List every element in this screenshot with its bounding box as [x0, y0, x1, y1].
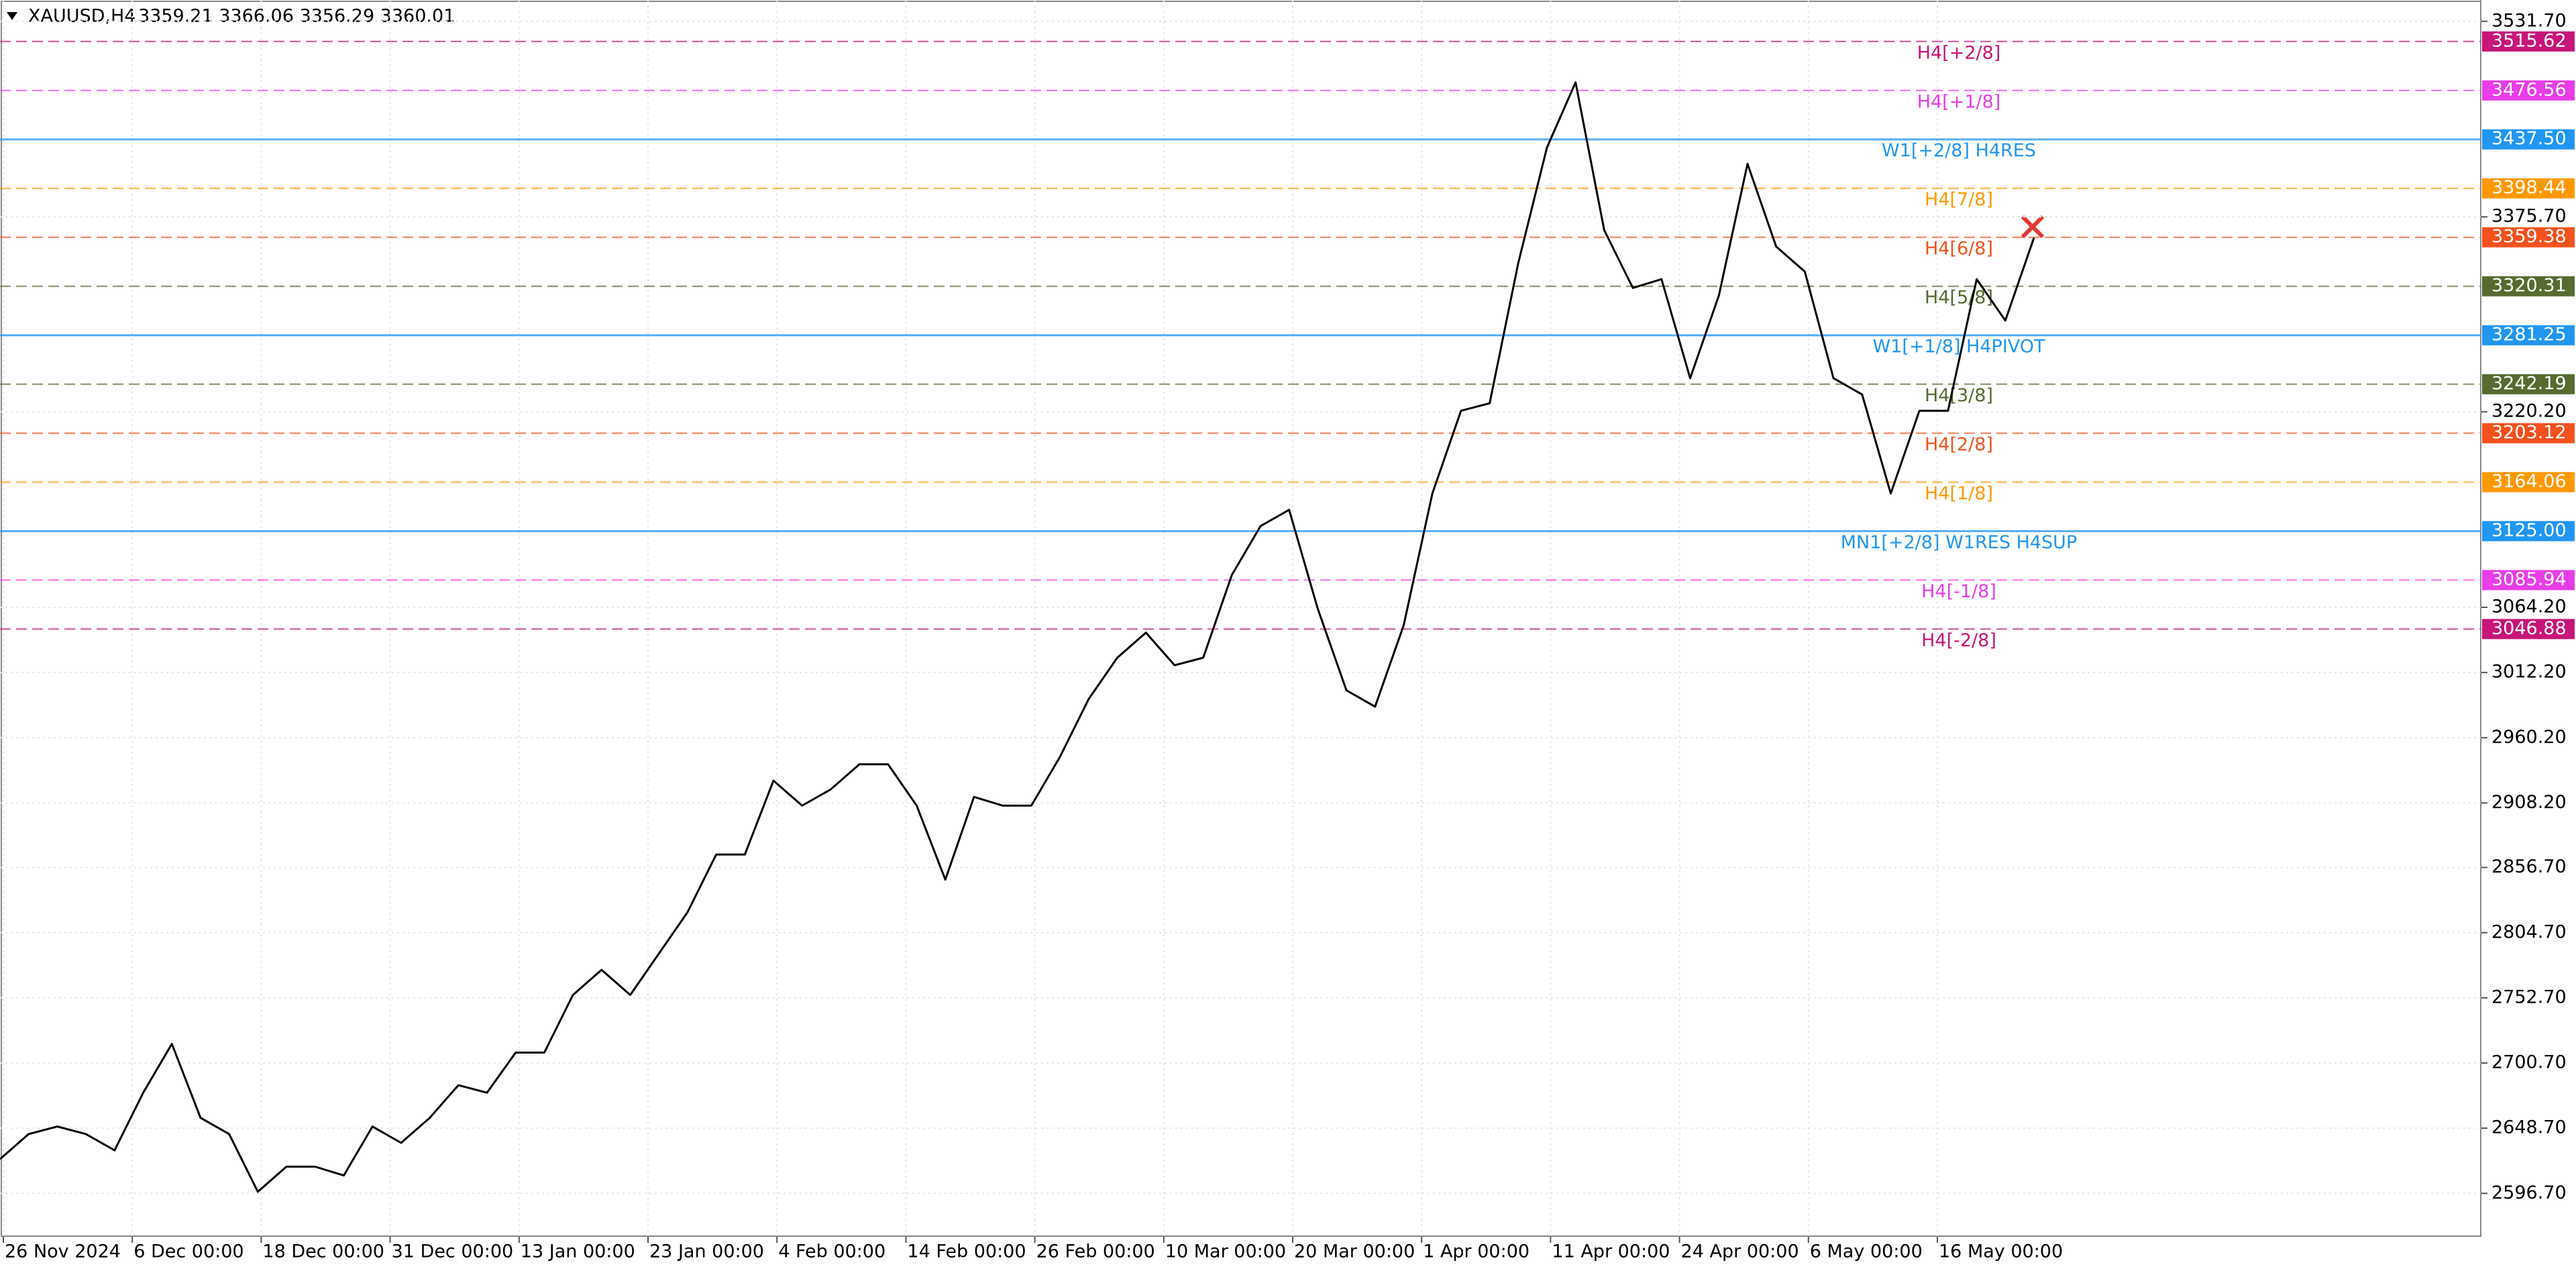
y-tick-label: 2856.70: [2491, 856, 2567, 877]
x-tick-label: 6 May 00:00: [1810, 1241, 1923, 1262]
price-line: [0, 81, 2035, 1193]
x-tick-label: 16 May 00:00: [1939, 1241, 2063, 1262]
price-tag: [2482, 570, 2575, 591]
price-tag-label: 3476.56: [2491, 79, 2567, 100]
y-tick-label: 3531.70: [2491, 10, 2567, 31]
price-tag: [2482, 178, 2575, 199]
price-tag-label: 3437.50: [2491, 128, 2567, 149]
price-tag-label: 3125.00: [2491, 520, 2567, 541]
price-tag-label: 3320.31: [2491, 275, 2567, 296]
level-name: H4[+2/8]: [1917, 42, 2001, 63]
price-tag: [2482, 129, 2575, 150]
y-tick-label: 2752.70: [2491, 986, 2567, 1007]
price-tag: [2482, 619, 2575, 640]
level-name: H4[1/8]: [1925, 483, 1993, 504]
level-name: H4[3/8]: [1925, 385, 1993, 406]
level-name: H4[7/8]: [1925, 189, 1993, 210]
x-tick-label: 23 Jan 00:00: [649, 1241, 764, 1262]
y-tick-label: 2908.20: [2491, 792, 2567, 813]
level-name: H4[-1/8]: [1921, 581, 1996, 602]
x-tick-label: 11 Apr 00:00: [1552, 1241, 1670, 1262]
level-name: W1[+1/8] H4PIVOT: [1872, 336, 2045, 357]
price-tag: [2482, 472, 2575, 493]
close-marker: [2021, 215, 2045, 239]
level-name: W1[+2/8] H4RES: [1882, 140, 2036, 161]
level-name: H4[2/8]: [1925, 434, 1993, 455]
x-tick-label: 31 Dec 00:00: [392, 1241, 514, 1262]
price-tag-label: 3046.88: [2491, 618, 2567, 639]
chart-title: XAUUSD,H4: [28, 6, 136, 27]
level-name: MN1[+2/8] W1RES H4SUP: [1841, 532, 2077, 553]
price-tag: [2482, 325, 2575, 346]
x-tick-label: 1 Apr 00:00: [1423, 1241, 1529, 1262]
x-tick-label: 26 Feb 00:00: [1036, 1241, 1155, 1262]
price-tag: [2482, 31, 2575, 52]
y-tick-label: 2804.70: [2491, 921, 2567, 942]
price-tag-label: 3242.19: [2491, 373, 2567, 394]
y-tick-label: 3064.20: [2491, 597, 2567, 617]
y-tick-label: 2648.70: [2491, 1117, 2567, 1138]
level-name: H4[+1/8]: [1917, 91, 2001, 112]
price-tag: [2482, 276, 2575, 297]
y-tick-label: 3375.70: [2491, 206, 2567, 227]
x-tick-label: 10 Mar 00:00: [1165, 1241, 1286, 1262]
y-tick-label: 2596.70: [2491, 1182, 2567, 1203]
level-name: H4[-2/8]: [1921, 630, 1996, 651]
y-tick-label: 3012.20: [2491, 662, 2567, 682]
price-tag-label: 3398.44: [2491, 177, 2567, 198]
x-tick-label: 6 Dec 00:00: [133, 1241, 244, 1262]
price-tag: [2482, 521, 2575, 542]
x-tick-label: 18 Dec 00:00: [262, 1241, 384, 1262]
x-tick-label: 13 Jan 00:00: [521, 1241, 635, 1262]
price-tag-label: 3359.38: [2491, 226, 2567, 247]
x-tick-label: 20 Mar 00:00: [1294, 1241, 1415, 1262]
x-tick-label: 26 Nov 2024: [5, 1241, 121, 1262]
x-tick-label: 24 Apr 00:00: [1681, 1241, 1799, 1262]
price-tag-label: 3164.06: [2491, 471, 2567, 492]
symbol-menu-icon[interactable]: [7, 12, 17, 20]
chart-subtitle: 3359.21 3366.06 3356.29 3360.01: [138, 6, 455, 27]
x-tick-label: 4 Feb 00:00: [778, 1241, 885, 1262]
x-tick-label: 14 Feb 00:00: [907, 1241, 1026, 1262]
y-tick-label: 3220.20: [2491, 401, 2567, 421]
y-tick-label: 2700.70: [2491, 1052, 2567, 1073]
y-tick-label: 2960.20: [2491, 727, 2567, 748]
price-tag-label: 3515.62: [2491, 30, 2567, 51]
price-tag: [2482, 374, 2575, 395]
price-tag-label: 3085.94: [2491, 569, 2567, 590]
price-tag-label: 3281.25: [2491, 324, 2567, 345]
price-tag: [2482, 80, 2575, 101]
price-tag: [2482, 423, 2575, 444]
price-tag: [2482, 227, 2575, 248]
level-name: H4[5/8]: [1925, 287, 1993, 308]
level-name: H4[6/8]: [1925, 238, 1993, 259]
price-tag-label: 3203.12: [2491, 422, 2567, 443]
plot-frame: [1, 1, 2481, 1237]
